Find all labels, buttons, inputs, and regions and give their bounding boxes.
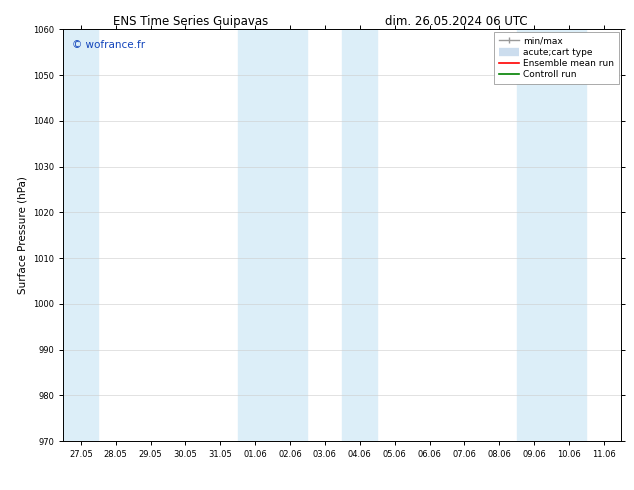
Legend: min/max, acute;cart type, Ensemble mean run, Controll run: min/max, acute;cart type, Ensemble mean … <box>495 32 619 84</box>
Bar <box>517 29 586 441</box>
Text: dim. 26.05.2024 06 UTC: dim. 26.05.2024 06 UTC <box>385 15 527 28</box>
Bar <box>63 29 98 441</box>
Text: ENS Time Series Guipavas: ENS Time Series Guipavas <box>113 15 268 28</box>
Y-axis label: Surface Pressure (hPa): Surface Pressure (hPa) <box>18 176 28 294</box>
Text: © wofrance.fr: © wofrance.fr <box>72 40 145 49</box>
Bar <box>238 29 307 441</box>
Bar <box>342 29 377 441</box>
